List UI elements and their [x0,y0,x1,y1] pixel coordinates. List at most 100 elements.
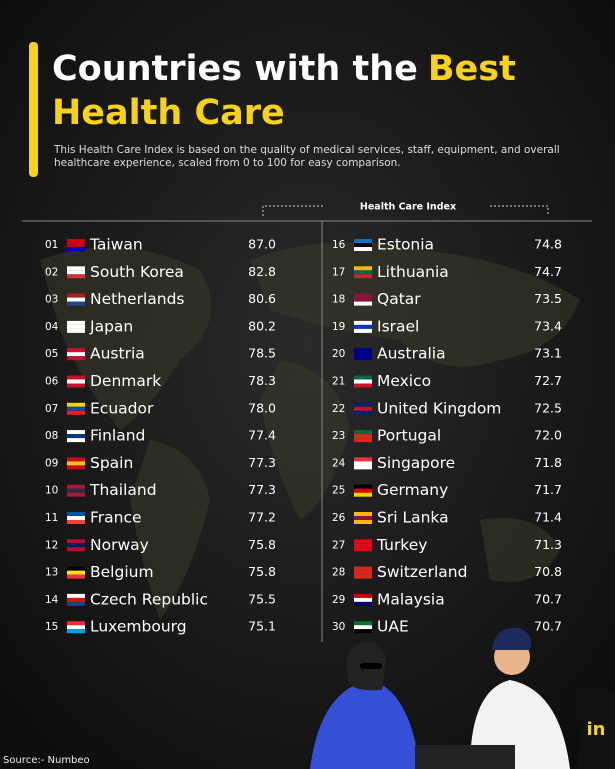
country: Qatar [377,290,421,308]
flag [67,629,85,634]
flag [354,375,372,380]
flag [67,465,85,470]
flag [67,539,85,544]
flag [354,239,372,243]
index-value: 78.5 [248,346,276,361]
flag [67,352,85,357]
flag [354,324,372,329]
table-row: 10 Thailand 77.3 [45,481,276,499]
flag [67,297,85,302]
index-value: 75.8 [248,537,276,552]
rank: 19 [332,321,345,333]
table-row: 16 Estonia 74.8 [332,236,562,254]
country: Luxembourg [90,618,187,636]
flag [354,593,372,598]
country: Malaysia [377,590,445,608]
flag [354,402,372,407]
flag [67,410,85,415]
world-map [40,242,580,620]
country: Turkey [376,536,427,554]
country: Switzerland [377,563,467,581]
flag [354,270,372,275]
source: Source:- Numbeo [3,755,90,766]
flag [354,488,372,493]
rank: 18 [332,294,345,306]
flag [354,597,372,602]
index-value: 74.7 [534,264,562,279]
flag [67,601,85,606]
table-row: 29 Malaysia 70.7 [332,590,562,608]
subtitle: healthcare experience, scaled from 0 to … [54,157,401,169]
rank: 13 [45,567,58,579]
index-value: 77.4 [248,428,276,443]
flag [67,512,85,516]
flag [354,516,372,520]
index-value: 72.0 [534,428,562,443]
header-bracket [262,205,549,216]
country: Thailand [89,481,157,499]
flag [354,274,372,279]
table-row: 05 Austria 78.5 [45,345,276,363]
flag [67,457,85,462]
rank: 04 [45,321,59,333]
table-row: 20 Australia 73.1 [332,345,562,363]
table-row: 13 Belgium 75.8 [45,563,276,581]
flag [354,539,372,544]
country: South Korea [90,263,184,281]
flag [67,516,85,520]
rank: 20 [332,348,345,360]
country: Taiwan [89,236,143,254]
table-row: 25 Germany 71.7 [332,481,562,499]
flag [354,570,372,575]
country: UAE [377,618,409,636]
rank: 28 [332,567,345,579]
index-value: 72.5 [534,400,562,415]
rank: 17 [332,266,345,278]
country: Germany [377,481,448,499]
flag [354,465,372,470]
flag [67,328,85,333]
country: Lithuania [377,263,449,281]
flag [67,301,85,306]
table-row: 14 Czech Republic 75.5 [45,590,276,608]
flag [354,247,372,251]
rank: 21 [332,376,345,388]
rank: 11 [45,512,58,524]
flag [67,520,85,524]
index-value: 73.4 [534,318,562,333]
index-value: 80.2 [248,318,276,333]
accent-bar [29,42,38,177]
flag [67,324,85,329]
table-row: 28 Switzerland 70.8 [332,563,562,581]
flag [354,410,372,415]
rank: 10 [45,485,58,497]
flag [354,547,372,552]
flag [67,247,85,251]
rank: 02 [45,266,58,278]
country: Israel [377,317,419,335]
country: Belgium [90,563,154,581]
index-value: 75.5 [248,591,276,606]
flag [67,266,85,271]
table-row: 03 Netherlands 80.6 [45,290,276,308]
title-highlight: Best [428,49,516,89]
column-header: Health Care Index [360,202,456,213]
table-row: 15 Luxembourg 75.1 [45,618,276,636]
index-value: 82.8 [248,264,276,279]
rank: 14 [45,594,59,606]
flag [67,379,85,384]
index-value: 77.2 [248,510,276,525]
index-value: 71.3 [534,537,562,552]
flag [67,488,85,493]
index-value: 71.8 [534,455,562,470]
country: Austria [90,345,145,363]
country: France [90,509,142,527]
rank: 30 [332,621,345,633]
flag [354,243,372,247]
rank: 03 [45,294,58,306]
table-row: 18 Qatar 73.5 [332,290,562,308]
flag [354,406,372,411]
table-row: 12 Norway 75.8 [45,536,276,554]
flag [67,270,85,275]
